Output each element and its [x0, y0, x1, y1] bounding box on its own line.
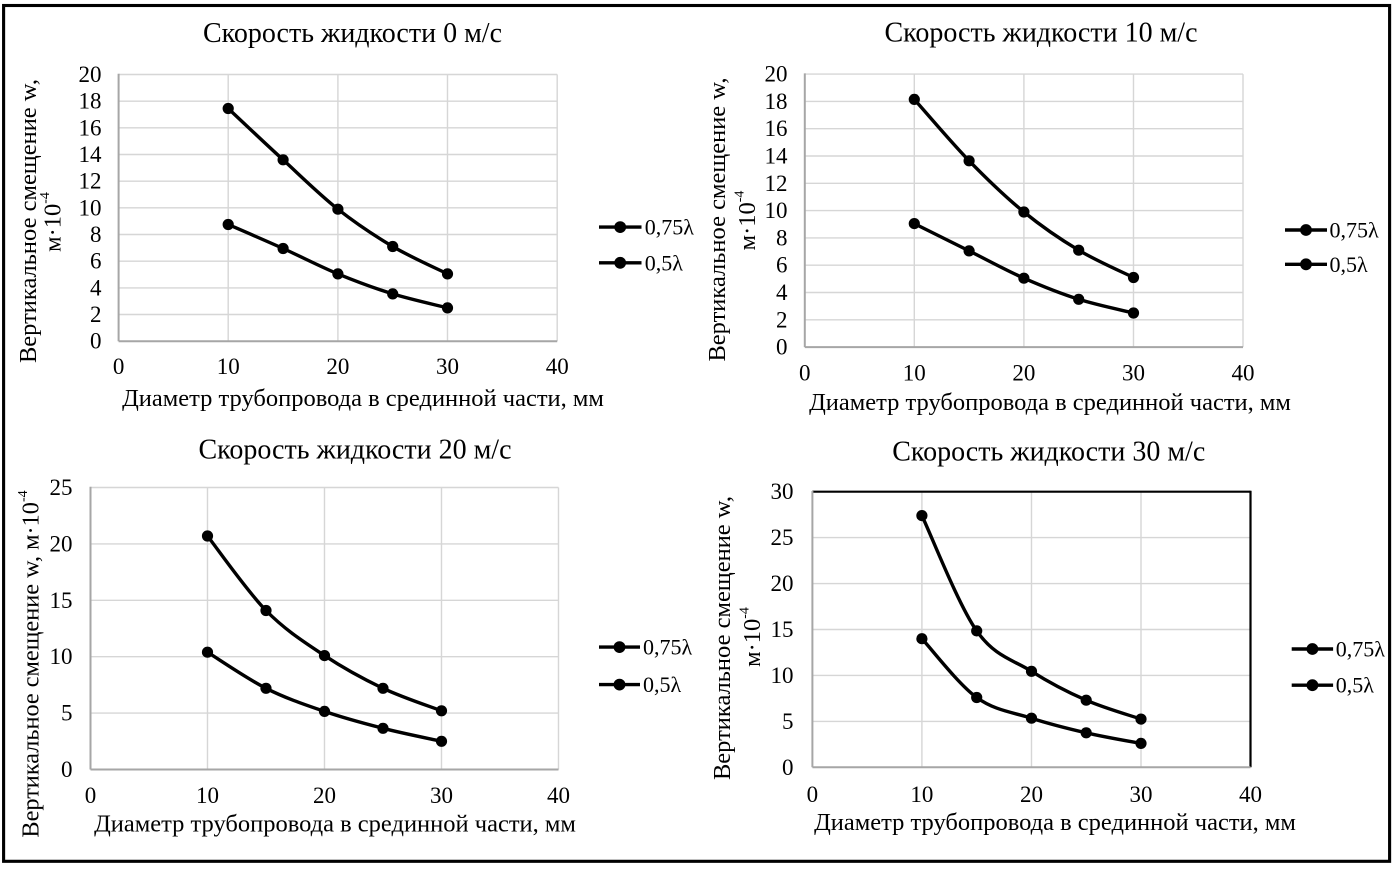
- svg-text:Скорость жидкости 20 м/с: Скорость жидкости 20 м/с: [198, 435, 511, 466]
- svg-text:0: 0: [90, 329, 102, 354]
- svg-text:6: 6: [90, 249, 102, 274]
- svg-text:0,5λ: 0,5λ: [645, 250, 684, 275]
- svg-text:20: 20: [50, 531, 73, 556]
- svg-text:20: 20: [771, 571, 794, 596]
- svg-text:0: 0: [776, 335, 788, 360]
- svg-text:0,5λ: 0,5λ: [1330, 252, 1369, 277]
- svg-text:15: 15: [50, 588, 73, 613]
- svg-text:8: 8: [90, 222, 102, 247]
- svg-text:Вертикальное смещение w, м·10-: Вертикальное смещение w, м·10-4: [16, 490, 45, 837]
- svg-text:10: 10: [765, 198, 788, 223]
- svg-text:0,5λ: 0,5λ: [643, 672, 682, 697]
- svg-text:18: 18: [765, 89, 788, 114]
- svg-text:8: 8: [776, 225, 788, 250]
- svg-text:10: 10: [903, 361, 926, 386]
- svg-text:0: 0: [799, 361, 811, 386]
- svg-text:0: 0: [85, 783, 97, 808]
- svg-text:20: 20: [1012, 361, 1035, 386]
- svg-text:16: 16: [79, 115, 102, 140]
- svg-text:4: 4: [90, 275, 102, 300]
- svg-text:4: 4: [776, 280, 788, 305]
- svg-text:16: 16: [765, 116, 788, 141]
- svg-text:20: 20: [326, 354, 349, 379]
- svg-text:2: 2: [776, 307, 788, 332]
- svg-text:0: 0: [782, 755, 794, 780]
- svg-text:м·10-4: м·10-4: [737, 607, 766, 667]
- svg-text:Вертикальное смещение w,: Вертикальное смещение w,: [709, 496, 736, 780]
- svg-text:0,75λ: 0,75λ: [1336, 637, 1386, 662]
- svg-text:20: 20: [313, 783, 336, 808]
- svg-text:14: 14: [79, 142, 103, 167]
- svg-text:10: 10: [196, 783, 219, 808]
- svg-text:30: 30: [771, 479, 794, 504]
- svg-text:12: 12: [79, 169, 102, 194]
- svg-text:Диаметр трубопровода в срединн: Диаметр трубопровода в срединной части, …: [814, 809, 1296, 836]
- svg-text:10: 10: [910, 782, 933, 807]
- svg-text:Диаметр трубопровода в срединн: Диаметр трубопровода в срединной части, …: [122, 385, 604, 412]
- svg-text:0,75λ: 0,75λ: [1330, 218, 1380, 243]
- svg-text:20: 20: [765, 62, 788, 87]
- svg-text:10: 10: [217, 354, 240, 379]
- svg-text:5: 5: [782, 709, 794, 734]
- svg-text:25: 25: [50, 475, 73, 500]
- svg-text:30: 30: [430, 783, 453, 808]
- svg-text:30: 30: [436, 354, 459, 379]
- svg-text:40: 40: [547, 783, 570, 808]
- svg-text:0,75λ: 0,75λ: [643, 635, 693, 660]
- svg-text:0: 0: [113, 354, 125, 379]
- svg-text:10: 10: [771, 663, 794, 688]
- svg-text:0,5λ: 0,5λ: [1336, 673, 1375, 698]
- svg-text:Вертикальное смещение w,: Вертикальное смещение w,: [704, 77, 731, 361]
- svg-text:Вертикальное смещение w,: Вертикальное смещение w,: [15, 79, 42, 363]
- svg-text:Скорость жидкости 10 м/с: Скорость жидкости 10 м/с: [884, 18, 1197, 49]
- svg-text:0: 0: [61, 757, 73, 782]
- svg-text:0,75λ: 0,75λ: [645, 215, 695, 240]
- svg-text:5: 5: [61, 701, 73, 726]
- svg-text:30: 30: [1122, 361, 1145, 386]
- svg-text:6: 6: [776, 253, 788, 278]
- svg-text:15: 15: [771, 617, 794, 642]
- svg-text:40: 40: [546, 354, 569, 379]
- svg-text:12: 12: [765, 171, 788, 196]
- svg-text:18: 18: [79, 89, 102, 114]
- svg-text:30: 30: [1130, 782, 1153, 807]
- svg-text:20: 20: [1020, 782, 1043, 807]
- svg-text:40: 40: [1239, 782, 1262, 807]
- svg-text:25: 25: [771, 525, 794, 550]
- svg-text:Скорость жидкости 30 м/с: Скорость жидкости 30 м/с: [892, 437, 1205, 468]
- svg-text:10: 10: [79, 195, 102, 220]
- svg-text:40: 40: [1232, 361, 1255, 386]
- svg-text:0: 0: [807, 782, 819, 807]
- svg-text:2: 2: [90, 302, 102, 327]
- svg-text:14: 14: [765, 144, 789, 169]
- svg-text:20: 20: [79, 62, 102, 87]
- svg-text:Скорость жидкости 0 м/с: Скорость жидкости 0 м/с: [203, 18, 502, 49]
- svg-text:10: 10: [50, 644, 73, 669]
- svg-text:Диаметр трубопровода в срединн: Диаметр трубопровода в срединной части, …: [809, 389, 1291, 416]
- svg-text:Диаметр трубопровода в срединн: Диаметр трубопровода в срединной части, …: [94, 811, 576, 838]
